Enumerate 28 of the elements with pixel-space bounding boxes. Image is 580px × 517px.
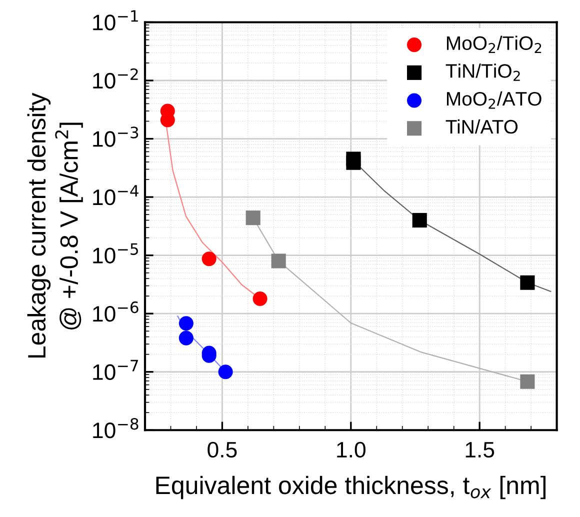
- point: [178, 330, 194, 346]
- point: [178, 316, 194, 331]
- y-tick-label: 10$^{−6}$: [93, 301, 138, 322]
- y-tick-label: 10$^{−3}$: [93, 126, 138, 147]
- point: [520, 275, 535, 290]
- y-tick-label: 10$^{−8}$: [93, 418, 138, 438]
- y-tick-label: 10$^{−1}$: [93, 10, 138, 30]
- point: [252, 291, 268, 306]
- legend-label: TiN/TiO$_{2}$: [446, 64, 520, 81]
- x-tick-label: 1.5: [466, 442, 494, 458]
- point: [202, 252, 216, 266]
- y-tick-label: 10$^{−5}$: [93, 243, 138, 264]
- y-tick-label: 10$^{−2}$: [93, 68, 138, 89]
- point: [271, 254, 286, 268]
- y-axis-title: Leakage current density @ +/-0.8 V [A/cm$^{2}$]: [27, 92, 83, 358]
- point: [520, 374, 535, 389]
- x-tick-label: 1.0: [337, 442, 366, 458]
- y-tick-label: 10$^{−7}$: [93, 360, 138, 380]
- point: [346, 155, 361, 170]
- y-tick-label: 10$^{−4}$: [93, 185, 138, 206]
- legend-label: MoO$_{2}$/TiO$_{2}$: [446, 36, 542, 54]
- legend-label: MoO$_{2}$/ATO: [446, 91, 542, 109]
- legend-label: TiN/ATO: [446, 119, 518, 134]
- x-axis-title: Equivalent oxide thickness, t$_{ox}$ [nm]: [156, 476, 546, 500]
- point: [246, 210, 260, 226]
- point: [218, 364, 233, 380]
- point: [412, 212, 427, 228]
- x-tick-label: 0.5: [208, 442, 237, 458]
